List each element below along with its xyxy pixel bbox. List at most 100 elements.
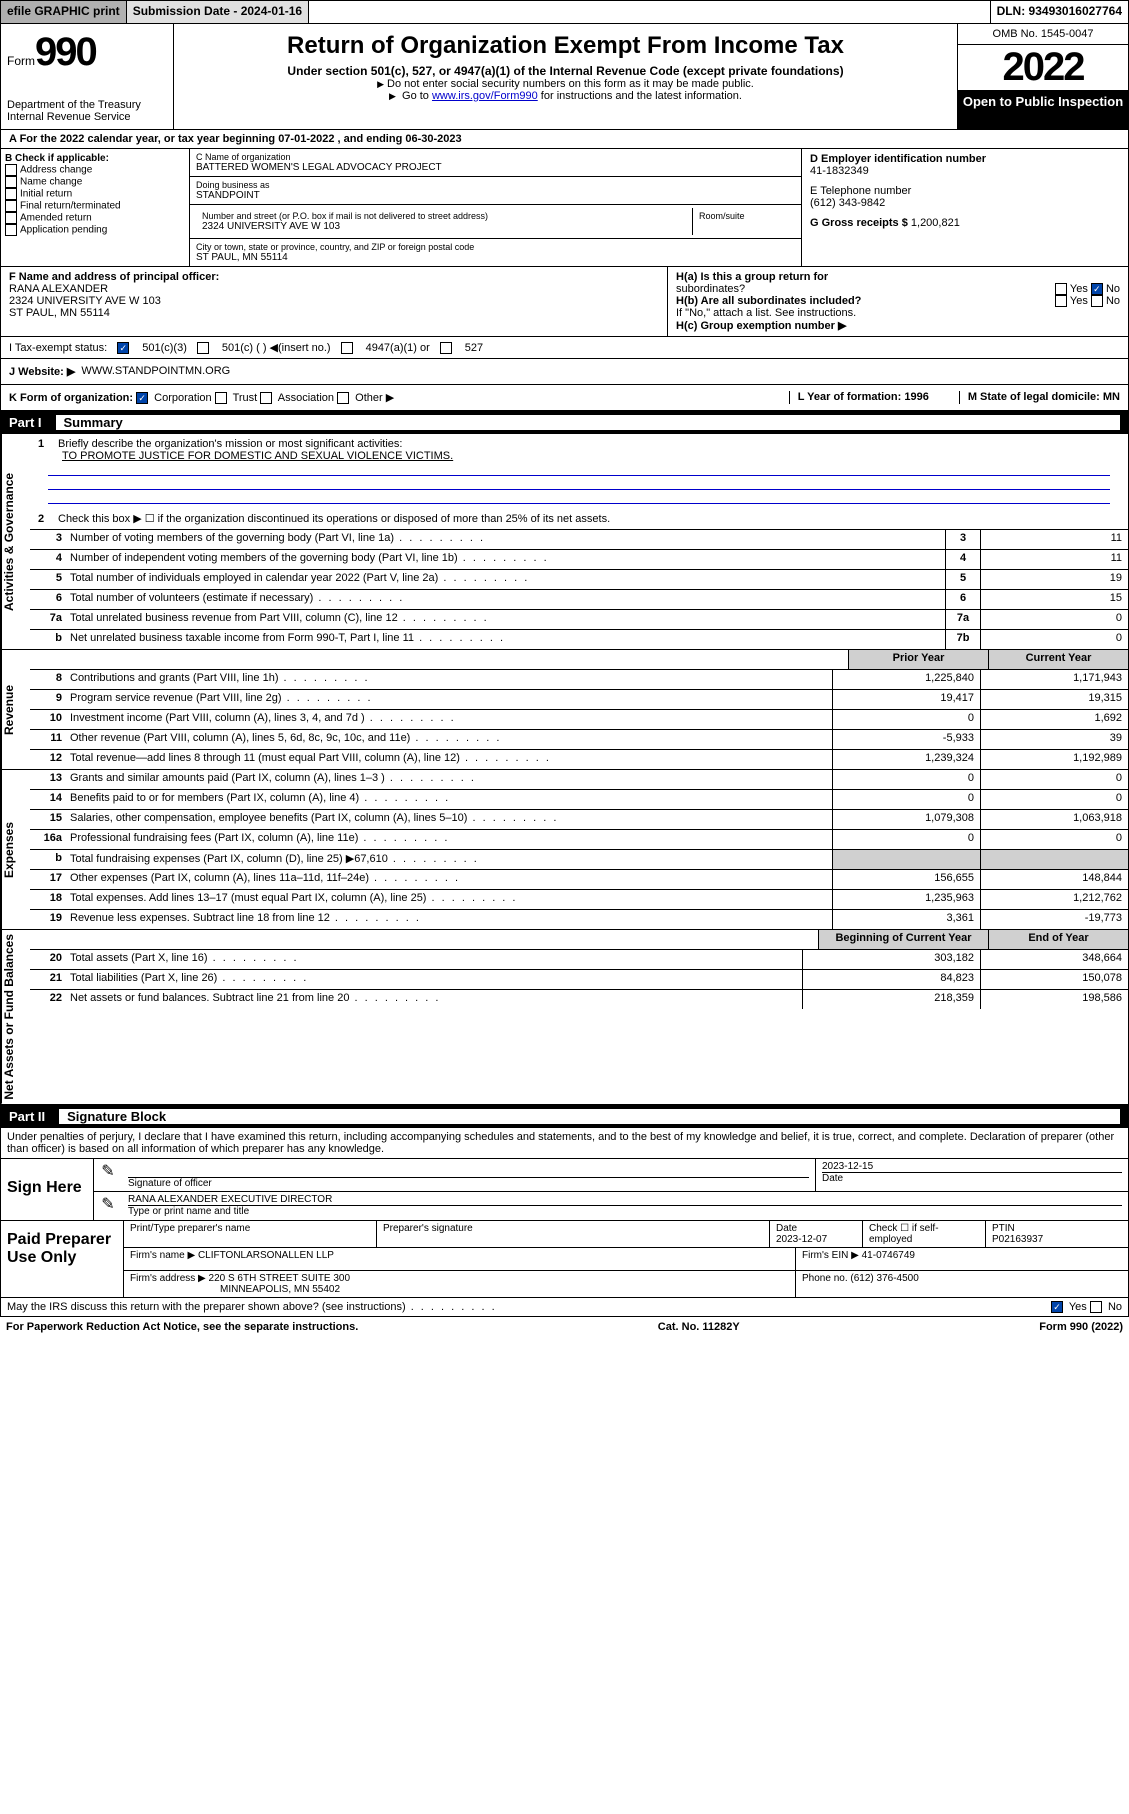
may-irs-text: May the IRS discuss this return with the…: [7, 1301, 497, 1313]
hb-no-check[interactable]: [1091, 295, 1103, 307]
part-ii-title: Signature Block: [59, 1109, 1120, 1124]
ha-sub: subordinates?: [676, 283, 745, 295]
mission-blank-line: [48, 490, 1110, 504]
sig-date-value: 2023-12-15: [822, 1161, 1122, 1172]
mission-text: TO PROMOTE JUSTICE FOR DOMESTIC AND SEXU…: [62, 450, 1120, 462]
501c3-check[interactable]: ✓: [117, 342, 129, 354]
dba-label: Doing business as: [196, 180, 795, 190]
paid-preparer-block: Paid Preparer Use Only Print/Type prepar…: [0, 1221, 1129, 1298]
firm-city-val: MINNEAPOLIS, MN 55402: [220, 1284, 789, 1295]
form-subtitle: Under section 501(c), 527, or 4947(a)(1)…: [184, 64, 947, 78]
may-irs-yes-check[interactable]: ✓: [1051, 1301, 1063, 1313]
501c-check[interactable]: [197, 342, 209, 354]
firm-ein-val: 41-0746749: [862, 1250, 915, 1261]
summary-line: bNet unrelated business taxable income f…: [30, 630, 1128, 649]
trust-check[interactable]: [215, 392, 227, 404]
corp-check[interactable]: ✓: [136, 392, 148, 404]
ha-label: H(a) Is this a group return for: [676, 271, 828, 283]
form-ref: Form 990 (2022): [1039, 1321, 1123, 1333]
expense-line: 14Benefits paid to or for members (Part …: [30, 790, 1128, 810]
prep-date-val: 2023-12-07: [776, 1234, 856, 1245]
hc-label: H(c) Group exemption number ▶: [676, 319, 1120, 332]
begin-year-hdr: Beginning of Current Year: [818, 930, 988, 949]
sign-here-block: Sign Here ✎ Signature of officer 2023-12…: [0, 1158, 1129, 1221]
firm-addr-val: 220 S 6TH STREET SUITE 300: [209, 1273, 351, 1284]
paid-preparer-label: Paid Preparer Use Only: [1, 1221, 124, 1297]
toolbar-gap: [309, 1, 990, 23]
firm-ein-label: Firm's EIN ▶: [802, 1250, 859, 1261]
org-city: ST PAUL, MN 55114: [196, 252, 795, 263]
current-year-hdr: Current Year: [988, 650, 1128, 669]
d-label: D Employer identification number: [810, 153, 1120, 165]
page-footer: For Paperwork Reduction Act Notice, see …: [0, 1317, 1129, 1337]
amended-return-check[interactable]: [5, 212, 17, 224]
row-i-tax-status: I Tax-exempt status: ✓501(c)(3) 501(c) (…: [0, 337, 1129, 359]
527-check[interactable]: [440, 342, 452, 354]
expense-line: bTotal fundraising expenses (Part IX, co…: [30, 850, 1128, 870]
4947-check[interactable]: [341, 342, 353, 354]
officer-city: ST PAUL, MN 55114: [9, 307, 659, 319]
form-word: Form: [7, 54, 35, 68]
org-dba: STANDPOINT: [196, 190, 795, 201]
hb-note: If "No," attach a list. See instructions…: [676, 307, 1120, 319]
i-label: I Tax-exempt status:: [9, 342, 107, 354]
expense-line: 16aProfessional fundraising fees (Part I…: [30, 830, 1128, 850]
ag-side-label: Activities & Governance: [1, 434, 30, 649]
open-public-badge: Open to Public Inspection: [958, 91, 1128, 129]
final-return-check[interactable]: [5, 200, 17, 212]
org-street: 2324 UNIVERSITY AVE W 103: [202, 221, 686, 232]
efile-button[interactable]: efile GRAPHIC print: [1, 1, 127, 23]
c-label: C Name of organization: [196, 152, 795, 162]
irs-link[interactable]: www.irs.gov/Form990: [432, 90, 538, 102]
dln-label: DLN: 93493016027764: [991, 1, 1128, 23]
firm-name-val: CLIFTONLARSONALLEN LLP: [198, 1250, 334, 1261]
assoc-check[interactable]: [260, 392, 272, 404]
block-f: F Name and address of principal officer:…: [0, 267, 1129, 337]
tax-year: 2022: [958, 45, 1128, 91]
officer-name-title: RANA ALEXANDER EXECUTIVE DIRECTOR: [128, 1194, 1122, 1205]
gross-receipts: 1,200,821: [911, 217, 960, 229]
application-pending-check[interactable]: [5, 224, 17, 236]
may-irs-no-check[interactable]: [1090, 1301, 1102, 1313]
address-change-check[interactable]: [5, 164, 17, 176]
part-ii-label: Part II: [9, 1109, 45, 1124]
name-title-label: Type or print name and title: [128, 1205, 1122, 1217]
hb-yes-check[interactable]: [1055, 295, 1067, 307]
ein-value: 41-1832349: [810, 165, 1120, 177]
pra-notice: For Paperwork Reduction Act Notice, see …: [6, 1321, 358, 1333]
row-j-website: J Website: ▶ WWW.STANDPOINTMN.ORG: [0, 359, 1129, 385]
city-label: City or town, state or province, country…: [196, 242, 795, 252]
ha-yes-check[interactable]: [1055, 283, 1067, 295]
firm-phone-val: (612) 376-4500: [850, 1273, 918, 1284]
expense-line: 19Revenue less expenses. Subtract line 1…: [30, 910, 1128, 929]
summary-line: 5Total number of individuals employed in…: [30, 570, 1128, 590]
balance-header-row: Beginning of Current Year End of Year: [30, 930, 1128, 950]
submission-date: Submission Date - 2024-01-16: [127, 1, 309, 23]
expense-line: 17Other expenses (Part IX, column (A), l…: [30, 870, 1128, 890]
omb-number: OMB No. 1545-0047: [958, 24, 1128, 45]
self-employed-check[interactable]: Check ☐ if self-employed: [863, 1221, 986, 1247]
initial-return-check[interactable]: [5, 188, 17, 200]
expense-line: 18Total expenses. Add lines 13–17 (must …: [30, 890, 1128, 910]
phone-value: (612) 343-9842: [810, 197, 1120, 209]
balance-line: 20Total assets (Part X, line 16)303,1823…: [30, 950, 1128, 970]
sig-date-label: Date: [822, 1172, 1122, 1184]
sig-officer-label: Signature of officer: [128, 1177, 809, 1189]
firm-phone-label: Phone no.: [802, 1273, 848, 1284]
ha-no-check[interactable]: ✓: [1091, 283, 1103, 295]
other-check[interactable]: [337, 392, 349, 404]
part-ii-header: Part II Signature Block: [0, 1105, 1129, 1128]
j-label: J Website: ▶: [9, 365, 75, 378]
activities-governance: Activities & Governance 1Briefly describ…: [0, 434, 1129, 650]
ptin-val: P02163937: [992, 1234, 1122, 1245]
addr-label: Number and street (or P.O. box if mail i…: [202, 211, 686, 221]
balance-line: 21Total liabilities (Part X, line 26)84,…: [30, 970, 1128, 990]
k-label: K Form of organization:: [9, 392, 133, 404]
col-b-checkboxes: B Check if applicable: Address change Na…: [1, 149, 190, 266]
form-header: Form990 Department of the Treasury Inter…: [0, 24, 1129, 130]
net-assets-section: Net Assets or Fund Balances Beginning of…: [0, 930, 1129, 1105]
pen-icon: ✎: [94, 1192, 122, 1220]
website-value: WWW.STANDPOINTMN.ORG: [81, 365, 230, 378]
name-change-check[interactable]: [5, 176, 17, 188]
exp-side-label: Expenses: [1, 770, 30, 929]
